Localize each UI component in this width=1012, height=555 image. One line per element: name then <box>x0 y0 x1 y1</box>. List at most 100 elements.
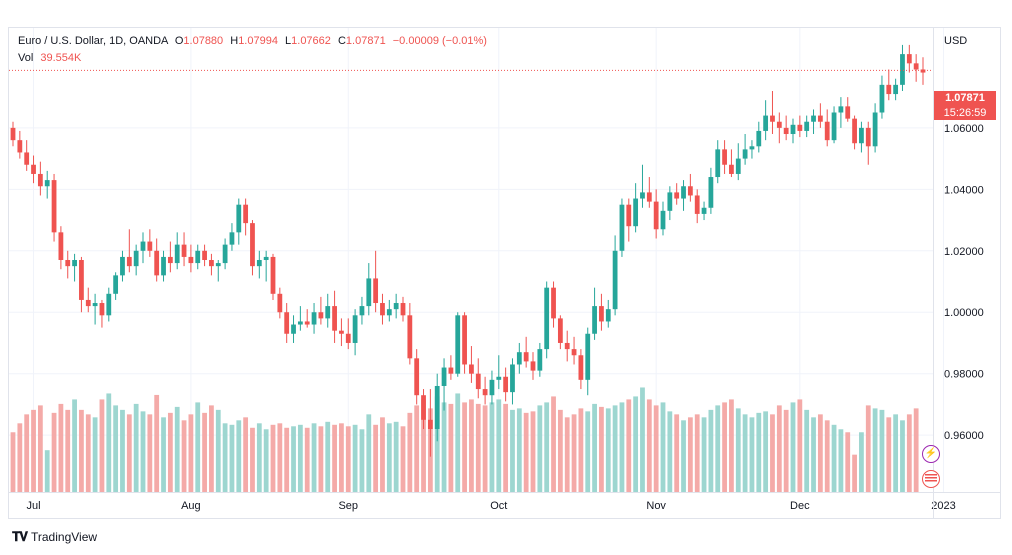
volume-bar <box>229 424 235 492</box>
candle-body <box>448 367 454 374</box>
candle-body <box>852 118 857 144</box>
candle-body <box>106 293 112 316</box>
volume-bar <box>421 399 426 492</box>
candle-body <box>763 115 769 131</box>
volume-bar <box>865 405 871 492</box>
volume-bar <box>667 411 673 492</box>
volume-bar <box>44 450 50 492</box>
candle-body <box>24 152 30 165</box>
candle-body <box>599 306 604 322</box>
candle-body <box>325 306 331 319</box>
candle-body <box>72 260 77 267</box>
candle-body <box>626 204 632 227</box>
candle-body <box>633 198 639 227</box>
volume-bar <box>831 424 837 492</box>
volume-bar <box>530 411 536 492</box>
volume-bar <box>92 417 98 492</box>
volume-bar <box>284 427 290 492</box>
lightning-icon[interactable]: ⚡ <box>922 445 940 463</box>
candle-body <box>359 306 365 316</box>
y-tick-label: 1.02000 <box>944 246 984 258</box>
candle-body <box>126 256 132 267</box>
candle-body <box>578 355 584 380</box>
volume-bar <box>140 411 146 492</box>
candle-body <box>920 69 926 73</box>
volume-bar <box>770 414 775 492</box>
volume-bar <box>222 423 228 492</box>
ohlc-legend: Euro / U.S. Dollar, 1D, OANDA O1.07880 H… <box>18 35 487 47</box>
candle-body <box>407 315 413 359</box>
candle-body <box>366 278 372 307</box>
volume-bar <box>17 423 23 492</box>
candle-body <box>845 106 851 119</box>
candle-body <box>250 223 255 267</box>
candle-body <box>352 315 358 343</box>
volume-bar <box>893 414 899 492</box>
candle-body <box>879 84 885 113</box>
candle-body <box>270 256 276 294</box>
volume-bar <box>270 424 276 492</box>
volume-bar <box>441 402 447 492</box>
volume-value: 39.554K <box>40 52 82 64</box>
volume-bar <box>729 399 734 492</box>
volume-bar <box>236 420 242 492</box>
candle-body <box>900 54 905 85</box>
us-flag-icon[interactable] <box>922 470 940 488</box>
volume-bar <box>605 408 611 492</box>
volume-label[interactable]: Vol <box>18 52 34 64</box>
volume-bar <box>455 393 461 492</box>
candle-body <box>181 244 187 257</box>
candle-body <box>557 318 563 343</box>
candle-body <box>414 358 420 396</box>
close-value: 1.07871 <box>345 35 386 47</box>
candle-body <box>646 192 652 202</box>
symbol-title[interactable]: Euro / U.S. Dollar, 1D, OANDA <box>18 35 168 47</box>
candle-body <box>58 232 64 260</box>
candle-body <box>339 330 344 334</box>
candle-body <box>537 349 543 371</box>
candle-body <box>65 260 71 267</box>
volume-bar <box>681 420 686 492</box>
candle-body <box>393 303 399 310</box>
volume-bar <box>352 424 358 492</box>
high-value: 1.07994 <box>238 35 278 47</box>
volume-legend: Vol 39.554K <box>18 52 81 64</box>
brand-name: TradingView <box>31 530 98 544</box>
low-value: 1.07662 <box>291 35 331 47</box>
volume-bar <box>386 423 392 492</box>
candle-body <box>345 333 351 343</box>
volume-bar <box>195 402 201 492</box>
volume-bar <box>804 409 810 492</box>
volume-bar <box>434 396 440 492</box>
volume-bar <box>879 409 885 492</box>
volume-bar <box>715 405 721 492</box>
volume-bar <box>448 403 454 492</box>
x-tick-label: Sep <box>338 500 358 512</box>
x-tick-label: Oct <box>490 500 507 512</box>
tradingview-brand[interactable]: 𝐓𝐕 TradingView <box>12 529 97 545</box>
volume-bar <box>811 417 816 492</box>
candle-body <box>161 256 166 276</box>
volume-bar <box>537 405 543 492</box>
y-tick-label: 1.04000 <box>944 184 984 196</box>
volume-bar <box>640 387 645 492</box>
volume-bar <box>414 405 420 492</box>
candle-body <box>202 250 207 260</box>
candle-body <box>913 63 919 70</box>
candle-body <box>475 373 481 390</box>
volume-bar <box>291 426 296 492</box>
volume-bar <box>551 396 556 492</box>
volume-bar <box>106 393 112 492</box>
candle-body <box>783 127 789 135</box>
volume-bar <box>763 411 769 492</box>
candle-body <box>893 84 899 95</box>
volume-bar <box>516 408 522 492</box>
high-label: H <box>230 35 239 47</box>
candle-body <box>209 260 214 267</box>
volume-bar <box>557 409 563 492</box>
candle-body <box>31 164 36 174</box>
candle-body <box>674 192 680 199</box>
volume-bar <box>585 411 591 492</box>
volume-bar <box>742 414 748 492</box>
